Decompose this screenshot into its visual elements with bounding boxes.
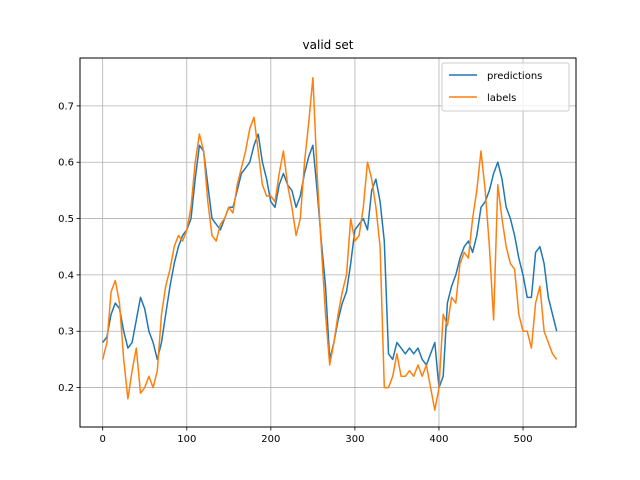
legend: predictions labels xyxy=(441,62,570,112)
series-lines xyxy=(101,76,558,411)
y-tick-label: 0.7 xyxy=(58,101,74,112)
legend-label-labels: labels xyxy=(487,93,516,104)
x-tick-label: 400 xyxy=(429,434,448,445)
y-tick-label: 0.2 xyxy=(58,383,74,394)
plot-frame xyxy=(79,57,577,428)
series-line-labels xyxy=(101,76,558,411)
x-tick-label: 500 xyxy=(513,434,532,445)
y-tick-label: 0.4 xyxy=(58,270,74,281)
x-tick-label: 200 xyxy=(261,434,280,445)
chart-title: valid set xyxy=(303,38,354,52)
y-tick-label: 0.6 xyxy=(58,158,74,169)
x-tick-label: 100 xyxy=(177,434,196,445)
legend-label-predictions: predictions xyxy=(487,71,542,82)
axes: 0 100 200 300 400 500 0.2 0.3 0.4 0.5 0.6 0.7 xyxy=(58,101,532,445)
x-tick-label: 300 xyxy=(345,434,364,445)
y-tick-label: 0.3 xyxy=(58,327,74,338)
y-tick-label: 0.5 xyxy=(58,214,74,225)
x-tick-label: 0 xyxy=(100,434,106,445)
